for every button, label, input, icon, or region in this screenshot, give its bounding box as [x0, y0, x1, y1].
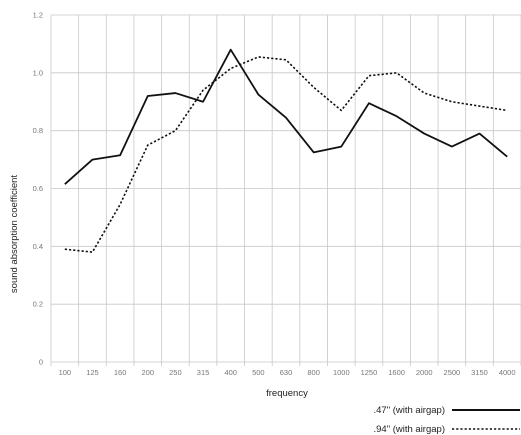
x-tick-label: 500	[252, 368, 265, 377]
legend-label-series-1: .47" (with airgap)	[374, 405, 446, 416]
legend-label-series-2: .94" (with airgap)	[374, 424, 446, 435]
x-tick-label: 800	[307, 368, 320, 377]
tick-labels: 0 0.2 0.4 0.6 0.8 1.0 1.2 100 125 160 200 250 315 400…	[33, 11, 516, 378]
x-tick-label: 125	[86, 368, 99, 377]
series-line-2	[64, 56, 508, 253]
y-tick-label: 0.8	[33, 126, 43, 135]
x-axis-label: frequency	[266, 388, 308, 399]
x-tick-label: 2000	[416, 368, 433, 377]
x-tick-label: 250	[169, 368, 182, 377]
x-tick-label: 160	[114, 368, 127, 377]
x-tick-label: 1000	[333, 368, 350, 377]
y-tick-label: 0.2	[33, 300, 43, 309]
grid	[50, 14, 521, 366]
series-lines	[64, 48, 508, 253]
x-tick-label: 100	[59, 368, 72, 377]
y-tick-label: 0.4	[33, 242, 43, 251]
y-axis-label: sound absorption coefficient	[9, 175, 20, 293]
x-tick-label: 200	[142, 368, 155, 377]
y-tick-label: 1.2	[33, 11, 43, 20]
x-tick-label: 400	[224, 368, 237, 377]
x-tick-label: 315	[197, 368, 210, 377]
x-tick-label: 630	[280, 368, 293, 377]
y-tick-label: 0.6	[33, 184, 43, 193]
series-line-1	[64, 48, 508, 185]
x-tick-label: 1600	[388, 368, 405, 377]
legend: .47" (with airgap) .94" (with airgap)	[374, 405, 520, 435]
y-tick-label: 1.0	[33, 68, 43, 77]
x-tick-label: 3150	[471, 368, 488, 377]
x-tick-label: 1250	[361, 368, 378, 377]
x-tick-label: 4000	[499, 368, 516, 377]
x-tick-label: 2500	[444, 368, 461, 377]
y-tick-label: 0	[39, 358, 43, 367]
